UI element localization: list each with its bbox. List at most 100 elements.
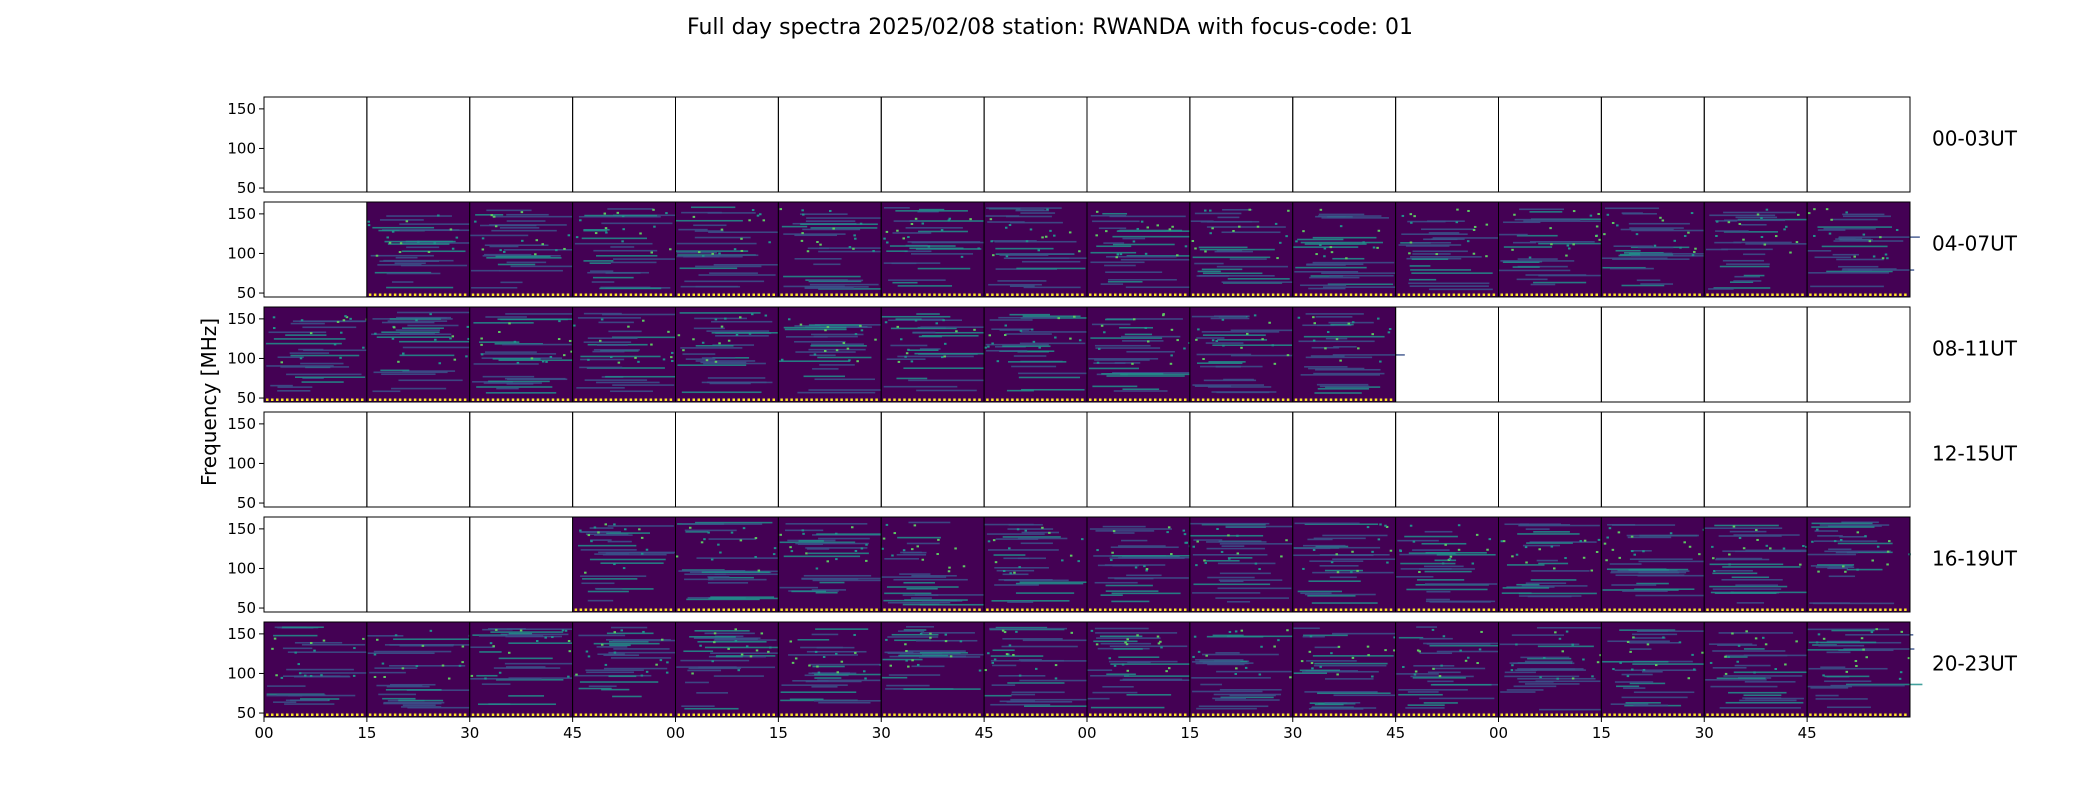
x-tick-label: 45 (563, 724, 582, 742)
spectrum-cell (1189, 96, 1294, 193)
row-time-label: 00-03UT (1932, 127, 2018, 151)
spectrum-cell (675, 96, 779, 193)
y-axis-label: Frequency [MHz] (197, 318, 221, 486)
spectrum-cell (777, 96, 882, 193)
spectrum-cell (263, 201, 368, 298)
x-axis: 00 15 30 45 00 15 30 45 00 15 30 45 00 15 30 45 (254, 717, 1817, 742)
spectrum-cell (469, 96, 574, 193)
x-tick-label: 30 (1695, 724, 1714, 742)
y-tick-label: 150 (227, 415, 256, 433)
spectrum-cell (1086, 201, 1202, 298)
spectrum-cell (1189, 411, 1294, 508)
row-00-03UT: 150 100 50 00-03UT (227, 96, 2018, 197)
row-time-label: 16-19UT (1932, 547, 2018, 571)
spectrum-cell (777, 306, 888, 403)
spectrum-cell (675, 201, 785, 298)
y-tick-label: 150 (227, 625, 256, 643)
spectrum-cell (983, 201, 1089, 298)
spectrum-cell (880, 306, 992, 403)
spectrum-cell (983, 516, 1091, 613)
row-time-label: 12-15UT (1932, 442, 2018, 466)
x-tick-label: 15 (357, 724, 376, 742)
spectrum-cell (880, 411, 985, 508)
spectrum-cell (366, 411, 471, 508)
x-tick-label: 30 (1283, 724, 1302, 742)
spectrum-cell (675, 411, 779, 508)
spectrum-cell (1806, 96, 1911, 193)
y-tick-label: 50 (237, 284, 256, 302)
spectrum-cell (1600, 306, 1705, 403)
spectrum-cell (1498, 96, 1602, 193)
x-tick-label: 45 (1386, 724, 1405, 742)
spectrum-cell (1189, 621, 1306, 718)
y-tick-label: 50 (237, 494, 256, 512)
spectrum-cell (1498, 306, 1602, 403)
spectrum-cell (880, 621, 1004, 718)
spectrum-cell (675, 621, 782, 718)
spectrum-cell (469, 516, 574, 613)
y-tick-label: 50 (237, 704, 256, 722)
spectrum-cell (1292, 201, 1404, 298)
spectrum-cell (983, 411, 1088, 508)
spectrum-cell (1498, 516, 1602, 613)
spectrum-cell (1703, 201, 1821, 298)
chart-title: Full day spectra 2025/02/08 station: RWA… (687, 15, 1413, 40)
y-tick-label: 100 (227, 244, 256, 262)
x-tick-label: 00 (254, 724, 273, 742)
spectrum-cell (1395, 201, 1503, 298)
spectrum-cell (1292, 96, 1397, 193)
y-tick-label: 50 (237, 179, 256, 197)
spectrum-cell (1292, 516, 1404, 613)
spectrum-cell (366, 621, 485, 718)
spectrum-cell (777, 411, 882, 508)
row-04-07UT: 150 100 50 04-07UT (227, 201, 2018, 302)
spectrum-cell (1600, 201, 1718, 298)
spectrum-cell (1498, 201, 1608, 298)
spectrum-cell (1086, 96, 1191, 193)
spectrum-cell (880, 201, 986, 298)
spectrum-cell (777, 201, 896, 298)
row-time-label: 08-11UT (1932, 337, 2018, 361)
x-tick-label: 15 (1180, 724, 1199, 742)
spectrum-cell (1806, 306, 1911, 403)
y-tick-label: 100 (227, 559, 256, 577)
spectrum-cell (1498, 411, 1602, 508)
spectrum-cell (469, 201, 580, 298)
spectrum-cell (1395, 411, 1499, 508)
spectrum-cell (1600, 411, 1705, 508)
spectrum-cell (675, 306, 794, 403)
spectrum-cell (366, 201, 482, 298)
spectrum-cell (1395, 306, 1499, 403)
x-tick-label: 45 (975, 724, 994, 742)
x-tick-label: 45 (1798, 724, 1817, 742)
spectrum-cell (1600, 96, 1705, 193)
spectrum-cell (572, 621, 688, 718)
spectrum-cell (469, 411, 574, 508)
spectrum-cell (1395, 621, 1513, 718)
y-tick-label: 100 (227, 454, 256, 472)
spectrum-cell (263, 621, 379, 718)
spectrum-cell (263, 96, 368, 193)
spectrum-cell (263, 516, 368, 613)
spectrum-cell (469, 306, 581, 403)
spectrum-cell (1086, 516, 1199, 613)
spectrum-cell (1600, 516, 1718, 613)
spectrum-cell (1086, 621, 1193, 718)
spectrum-cell (1806, 201, 1920, 298)
spectrum-cell (366, 306, 482, 403)
spectrum-cell (983, 96, 1088, 193)
spectrum-cell (1498, 621, 1618, 718)
x-tick-label: 15 (769, 724, 788, 742)
spectrum-cell (1086, 306, 1193, 403)
spectrum-cell (1806, 516, 1911, 613)
spectrum-cell (1189, 516, 1304, 613)
row-08-11UT: 150 100 50 08-11UT (227, 306, 2018, 407)
spectrum-cell (1395, 96, 1499, 193)
spectrum-cell (366, 516, 471, 613)
y-tick-label: 150 (227, 520, 256, 538)
spectrum-cell (263, 411, 368, 508)
row-time-label: 04-07UT (1932, 232, 2018, 256)
spectrum-cell (1703, 516, 1816, 613)
spectrum-cell (1806, 411, 1911, 508)
